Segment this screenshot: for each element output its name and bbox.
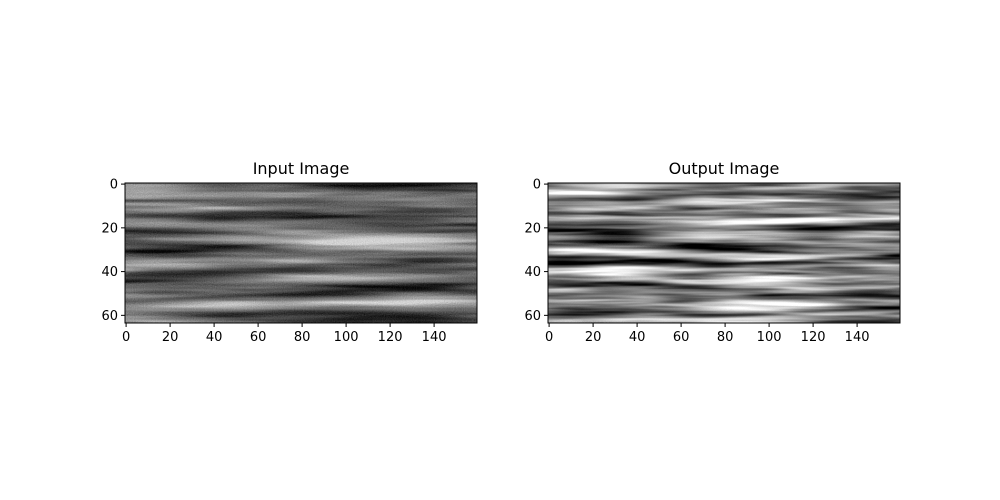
y-tick-label: 0 bbox=[110, 178, 118, 193]
y-tick-label: 20 bbox=[101, 221, 118, 236]
x-tick-label: 140 bbox=[422, 330, 447, 345]
x-tick-label: 140 bbox=[845, 330, 870, 345]
input-image-ticks: 0 20 40 60 80 100 120 140 0 20 40 60 bbox=[101, 178, 446, 345]
y-tick-label: 20 bbox=[524, 221, 541, 236]
input-image-panel: Input Image 0 20 40 60 80 100 120 140 0 20 40 60 bbox=[101, 159, 478, 345]
x-tick-label: 80 bbox=[717, 330, 734, 345]
x-tick-label: 120 bbox=[801, 330, 826, 345]
y-tick-label: 60 bbox=[524, 309, 541, 324]
x-tick-label: 100 bbox=[757, 330, 782, 345]
y-tick-label: 40 bbox=[101, 265, 118, 280]
output-image-panel: Output Image 0 20 40 60 80 100 120 140 0 20 40 60 bbox=[524, 159, 901, 345]
input-image-frame bbox=[124, 182, 478, 324]
output-image-heatmap bbox=[548, 183, 900, 323]
y-tick-label: 60 bbox=[101, 309, 118, 324]
x-tick-label: 40 bbox=[206, 330, 223, 345]
x-tick-label: 60 bbox=[250, 330, 267, 345]
x-tick-label: 100 bbox=[334, 330, 359, 345]
x-tick-label: 60 bbox=[673, 330, 690, 345]
output-image-frame bbox=[547, 182, 901, 324]
input-image-title: Input Image bbox=[253, 159, 350, 178]
output-image-ticks: 0 20 40 60 80 100 120 140 0 20 40 60 bbox=[524, 178, 869, 345]
x-tick-label: 40 bbox=[629, 330, 646, 345]
y-tick-label: 0 bbox=[533, 178, 541, 193]
x-tick-label: 0 bbox=[545, 330, 553, 345]
output-image-title: Output Image bbox=[669, 159, 780, 178]
y-tick-label: 40 bbox=[524, 265, 541, 280]
x-tick-label: 80 bbox=[294, 330, 311, 345]
x-tick-label: 120 bbox=[378, 330, 403, 345]
x-tick-label: 0 bbox=[122, 330, 130, 345]
input-image-heatmap bbox=[125, 183, 477, 323]
x-tick-label: 20 bbox=[162, 330, 179, 345]
x-tick-label: 20 bbox=[585, 330, 602, 345]
